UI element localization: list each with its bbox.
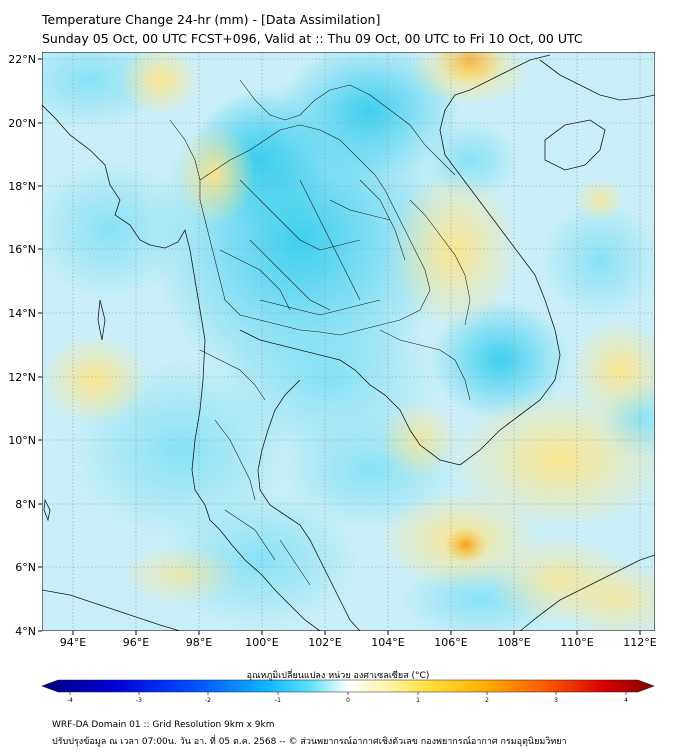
lat-label: 16°N <box>8 243 36 256</box>
colorbar-scale <box>41 679 655 693</box>
lat-label: 18°N <box>8 180 36 193</box>
lon-label: 112°E <box>623 636 656 649</box>
colorbar-tick: -3 <box>136 697 142 704</box>
lat-label: 14°N <box>8 307 36 320</box>
lat-label: 8°N <box>15 498 36 511</box>
lon-label: 110°E <box>560 636 593 649</box>
chart-title: Temperature Change 24-hr (mm) - [Data As… <box>42 12 381 27</box>
coastlines <box>42 54 655 631</box>
colorbar-tick: 0 <box>346 697 350 704</box>
lon-label: 108°E <box>497 636 530 649</box>
colorbar-tick: -4 <box>67 697 73 704</box>
lon-label: 94°E <box>60 636 86 649</box>
lat-label: 10°N <box>8 434 36 447</box>
lat-label: 22°N <box>8 53 36 66</box>
province-borders <box>169 79 471 586</box>
temperature-field <box>42 52 655 631</box>
lat-label: 6°N <box>15 561 36 574</box>
lon-axis: 94°E 96°E 98°E 100°E 102°E 104°E 106°E 1… <box>60 631 657 649</box>
colorbar-tick: -2 <box>205 697 211 704</box>
colorbar-tick: 3 <box>554 697 558 704</box>
lat-label: 4°N <box>15 625 36 638</box>
colorbar-tick: 2 <box>485 697 489 704</box>
lon-label: 96°E <box>123 636 149 649</box>
lat-label: 12°N <box>8 371 36 384</box>
lat-axis: 22°N 20°N 18°N 16°N 14°N 12°N 10°N 8°N 6… <box>8 53 42 638</box>
lon-label: 98°E <box>186 636 212 649</box>
footer-credit: ปรับปรุงข้อมูล ณ เวลา 07:00น. วัน อา. ที… <box>52 737 567 747</box>
colorbar-tick: 1 <box>416 697 420 704</box>
lon-label: 104°E <box>371 636 404 649</box>
colorbar-title: อุณหภูมิเปลี่ยนแปลง หน่วย องศาเซลเซียส (… <box>246 671 430 681</box>
footer-model-info: WRF-DA Domain 01 :: Grid Resolution 9km … <box>52 720 275 730</box>
lon-label: 106°E <box>434 636 467 649</box>
colorbar: -4 -3 -2 -1 0 1 2 3 4 <box>41 679 655 704</box>
lat-label: 20°N <box>8 117 36 130</box>
lon-label: 100°E <box>245 636 278 649</box>
colorbar-tick: -1 <box>275 697 281 704</box>
lon-label: 102°E <box>308 636 341 649</box>
colorbar-tick: 4 <box>624 697 628 704</box>
chart-subtitle: Sunday 05 Oct, 00 UTC FCST+096, Valid at… <box>42 31 583 46</box>
gridlines <box>42 52 655 631</box>
